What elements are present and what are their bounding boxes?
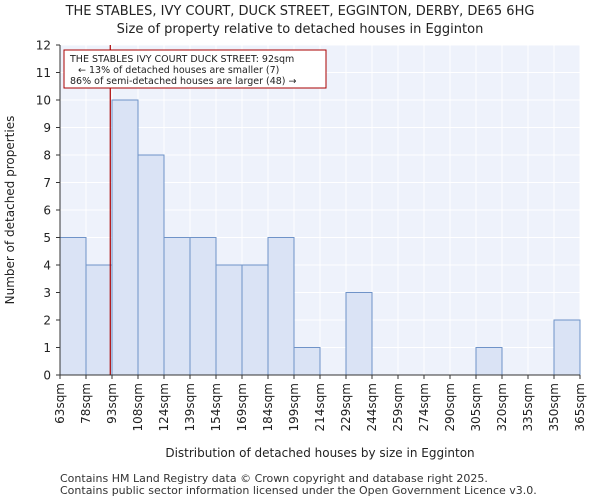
chart-subtitle: Size of property relative to detached ho… — [116, 22, 484, 37]
y-tick-label: 11 — [36, 66, 51, 80]
x-tick-label: 154sqm — [209, 383, 223, 431]
x-tick-label: 335sqm — [521, 383, 535, 431]
histogram-bar — [267, 237, 295, 376]
y-tick-label: 7 — [43, 176, 51, 190]
y-tick-label: 2 — [43, 314, 51, 328]
x-tick-label: 229sqm — [339, 383, 353, 431]
annotation-line-1: THE STABLES IVY COURT DUCK STREET: 92sqm — [69, 54, 294, 65]
y-axis-label: Number of detached properties — [3, 116, 17, 305]
histogram-bar — [163, 237, 191, 376]
annotation-line-3: 86% of semi-detached houses are larger (… — [70, 76, 297, 87]
footer-licence: Contains public sector information licen… — [60, 484, 537, 497]
histogram-bar — [345, 292, 373, 376]
x-tick-label: 63sqm — [53, 383, 67, 424]
y-tick-label: 6 — [43, 204, 51, 218]
x-tick-label: 320sqm — [495, 383, 509, 431]
x-tick-label: 78sqm — [79, 383, 93, 424]
histogram-bar — [293, 347, 321, 376]
y-tick-label: 5 — [43, 231, 51, 245]
y-tick-label: 8 — [43, 149, 51, 163]
x-tick-label: 290sqm — [443, 383, 457, 431]
y-tick-label: 12 — [36, 39, 51, 53]
y-tick-label: 9 — [43, 121, 51, 135]
histogram-bar — [111, 99, 139, 376]
x-tick-label: 350sqm — [547, 383, 561, 431]
y-tick-label: 1 — [43, 341, 51, 355]
annotation-line-2: ← 13% of detached houses are smaller (7) — [78, 65, 279, 76]
x-tick-label: 199sqm — [287, 383, 301, 431]
histogram-bar — [59, 237, 87, 376]
x-tick-label: 139sqm — [183, 383, 197, 431]
histogram-bar — [241, 264, 269, 376]
y-tick-label: 10 — [36, 94, 51, 108]
x-tick-label: 365sqm — [573, 383, 587, 431]
x-tick-label: 169sqm — [235, 383, 249, 431]
x-tick-label: 259sqm — [391, 383, 405, 431]
annotation-box — [63, 49, 327, 89]
x-axis-label: Distribution of detached houses by size … — [165, 446, 474, 460]
x-tick-label: 305sqm — [469, 383, 483, 431]
x-tick-label: 124sqm — [157, 383, 171, 431]
y-tick-label: 4 — [43, 259, 51, 273]
chart-title: THE STABLES, IVY COURT, DUCK STREET, EGG… — [65, 4, 535, 19]
x-tick-label: 108sqm — [131, 383, 145, 431]
histogram-bar — [189, 237, 217, 376]
histogram-bar — [85, 264, 113, 376]
y-tick-label: 3 — [43, 286, 51, 300]
x-tick-label: 244sqm — [365, 383, 379, 431]
histogram-bar — [215, 264, 243, 376]
y-tick-label: 0 — [43, 369, 51, 383]
histogram-bar — [475, 347, 503, 376]
histogram-bar — [137, 154, 165, 376]
x-tick-label: 93sqm — [105, 383, 119, 424]
x-tick-label: 184sqm — [261, 383, 275, 431]
x-tick-label: 274sqm — [417, 383, 431, 431]
footer-copyright: Contains HM Land Registry data © Crown c… — [60, 472, 488, 485]
x-tick-label: 214sqm — [313, 383, 327, 431]
histogram-bar — [553, 319, 581, 376]
